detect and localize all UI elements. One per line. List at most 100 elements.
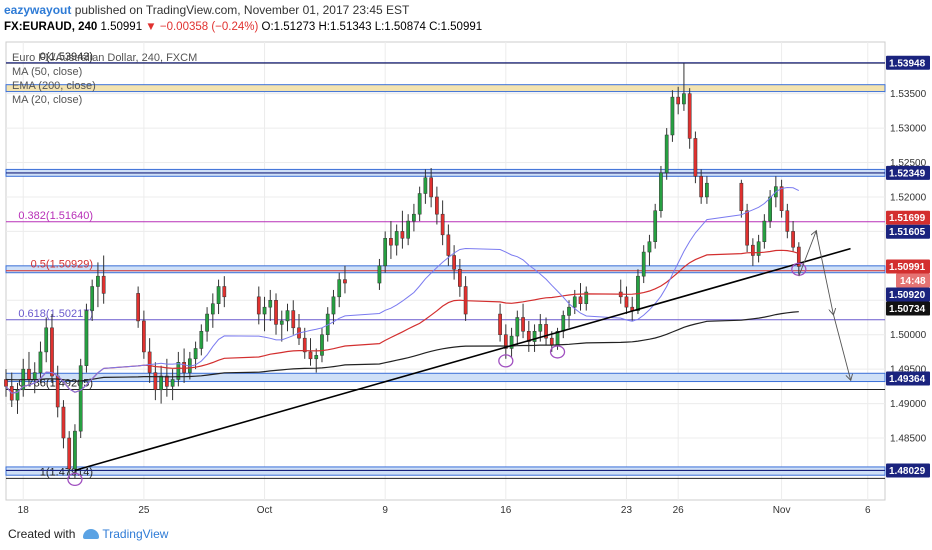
candle	[584, 286, 589, 311]
candle-body	[653, 210, 658, 242]
candle-body	[50, 327, 54, 377]
candle-body	[389, 238, 393, 246]
candle	[687, 88, 692, 149]
candle	[429, 168, 433, 208]
price-badge-label: 1.51605	[889, 227, 926, 238]
candle-body	[193, 348, 198, 360]
candle-body	[515, 317, 520, 337]
touch-circle	[498, 354, 514, 368]
x-tick-label: Nov	[773, 505, 791, 516]
candle	[176, 351, 181, 387]
symbol-label: FX:EURAUD, 240	[4, 21, 98, 33]
candle	[343, 265, 347, 294]
candle	[624, 286, 629, 315]
candle	[147, 338, 152, 383]
candle	[67, 431, 72, 478]
candle	[44, 317, 49, 363]
candle	[412, 203, 416, 232]
candle-body	[262, 306, 267, 315]
candle-body	[791, 231, 795, 248]
candle	[406, 214, 411, 246]
price-badge	[886, 210, 930, 225]
candle-body	[682, 93, 686, 105]
candle-body	[285, 310, 290, 322]
candle-body	[561, 315, 566, 332]
y-tick-label: 1.49500	[890, 365, 927, 376]
candle	[653, 203, 658, 249]
publish-info: published on TradingView.com, November 0…	[74, 3, 410, 17]
candle-body	[768, 196, 772, 222]
candle-body	[423, 177, 428, 194]
price-badge	[886, 259, 930, 274]
candle	[452, 245, 456, 280]
tradingview-link[interactable]: TradingView	[102, 527, 169, 541]
candle	[285, 303, 290, 332]
tradingview-logo-icon	[83, 529, 100, 539]
price-badge-label: 1.50920	[889, 290, 926, 301]
candle-body	[670, 96, 675, 136]
candle-body	[544, 324, 548, 339]
candle-body	[170, 379, 175, 387]
ma-20-line	[5, 186, 800, 394]
candle	[320, 327, 324, 363]
x-tick-label: 18	[18, 505, 30, 516]
candle	[762, 214, 767, 249]
candle	[526, 320, 531, 352]
last-price: 1.50991	[100, 21, 143, 33]
candle-body	[796, 246, 801, 267]
author-name[interactable]: eazywayout	[4, 3, 72, 17]
candle	[377, 258, 382, 290]
candle-body	[446, 234, 451, 256]
symbol-line: FX:EURAUD, 240 1.50991 ▼ −0.00358 (−0.24…	[4, 21, 482, 33]
candle	[210, 293, 215, 328]
candle	[153, 362, 158, 401]
candle	[302, 327, 307, 359]
candle-body	[458, 269, 462, 287]
candle	[216, 279, 221, 315]
price-badge-label: 1.48029	[889, 466, 926, 477]
candle	[458, 258, 462, 297]
price-badge	[886, 371, 930, 386]
y-tick-label: 1.53500	[890, 89, 927, 100]
candle-body	[274, 300, 278, 325]
candle	[15, 382, 20, 414]
candle	[509, 327, 514, 357]
legend-entry: EMA (200, close)	[12, 80, 96, 92]
candle	[101, 255, 106, 304]
candle-body	[182, 362, 186, 373]
candle	[84, 303, 89, 373]
candle	[659, 165, 663, 218]
candle-body	[659, 172, 663, 211]
candle	[423, 169, 428, 204]
footer: Created with TradingView	[8, 527, 168, 541]
candle-body	[61, 406, 66, 439]
x-tick-label: 6	[865, 505, 871, 516]
candle-body	[268, 300, 273, 308]
candle-body	[67, 437, 72, 470]
candle	[515, 310, 520, 346]
candle	[400, 210, 405, 249]
touch-circle	[67, 472, 83, 486]
candle	[389, 221, 393, 259]
candle-body	[641, 251, 646, 277]
candle	[699, 169, 704, 204]
candle	[308, 338, 313, 366]
candle	[664, 128, 669, 180]
x-tick-label: 16	[500, 505, 512, 516]
candle-body	[503, 334, 508, 349]
x-tick-label: 26	[673, 505, 685, 516]
price-change: ▼ −0.00358 (−0.24%)	[145, 21, 259, 33]
projection-arrow	[798, 231, 816, 277]
candle-body	[567, 306, 571, 316]
candle	[90, 279, 95, 321]
x-tick-label: 25	[138, 505, 150, 516]
candle	[791, 221, 795, 253]
candle	[693, 131, 698, 184]
price-badge	[886, 55, 930, 70]
candle-body	[176, 362, 181, 380]
candle	[785, 203, 790, 239]
candle	[435, 186, 439, 225]
candle-body	[147, 351, 152, 373]
y-tick-label: 1.53000	[890, 124, 927, 135]
